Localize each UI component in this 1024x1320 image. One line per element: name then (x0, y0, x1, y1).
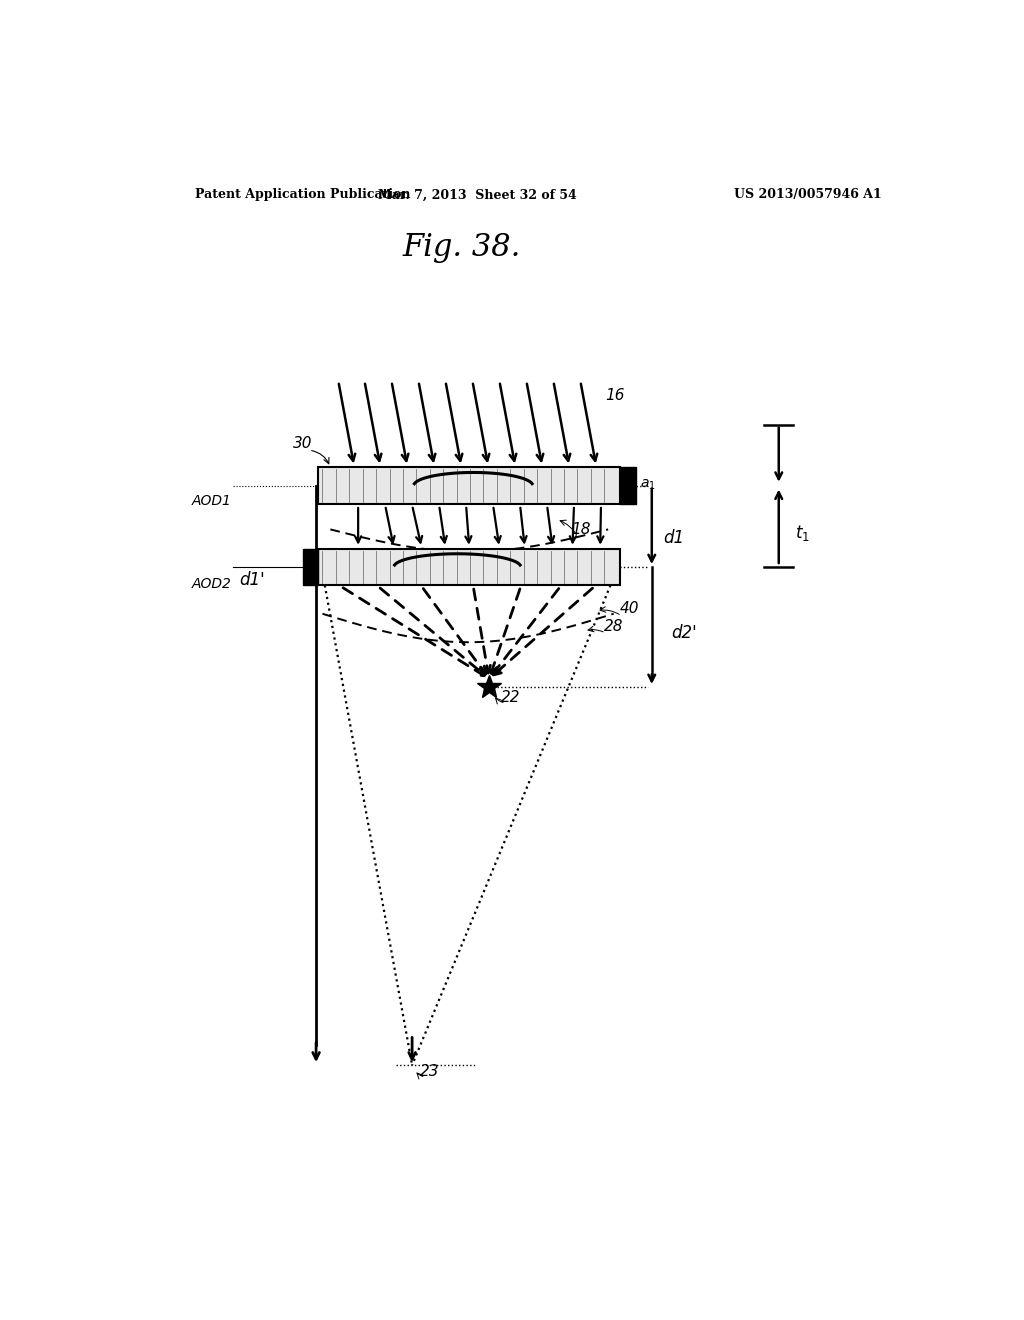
Text: 18: 18 (570, 523, 590, 537)
Text: 23: 23 (420, 1064, 439, 1080)
Text: $a_1$: $a_1$ (640, 478, 655, 492)
Bar (620, 467, 636, 504)
Text: 16: 16 (606, 388, 626, 404)
Text: d2': d2' (672, 624, 697, 642)
Text: Fig. 38.: Fig. 38. (402, 231, 520, 263)
Text: 40: 40 (620, 601, 640, 615)
Text: $a_2$: $a_2$ (314, 560, 330, 573)
Bar (318, 467, 621, 504)
Text: d1': d1' (240, 572, 265, 589)
Bar (303, 549, 318, 585)
Text: Patent Application Publication: Patent Application Publication (196, 189, 411, 202)
Text: AOD1: AOD1 (191, 494, 231, 508)
Text: 22: 22 (501, 690, 520, 705)
Text: AOD2: AOD2 (191, 577, 231, 591)
Text: d1: d1 (664, 528, 685, 546)
Bar (318, 549, 621, 585)
Text: Mar. 7, 2013  Sheet 32 of 54: Mar. 7, 2013 Sheet 32 of 54 (378, 189, 577, 202)
Text: 28: 28 (604, 619, 624, 634)
Text: 30: 30 (293, 436, 312, 451)
Text: $t_1$: $t_1$ (795, 523, 810, 543)
Text: US 2013/0057946 A1: US 2013/0057946 A1 (734, 189, 882, 202)
